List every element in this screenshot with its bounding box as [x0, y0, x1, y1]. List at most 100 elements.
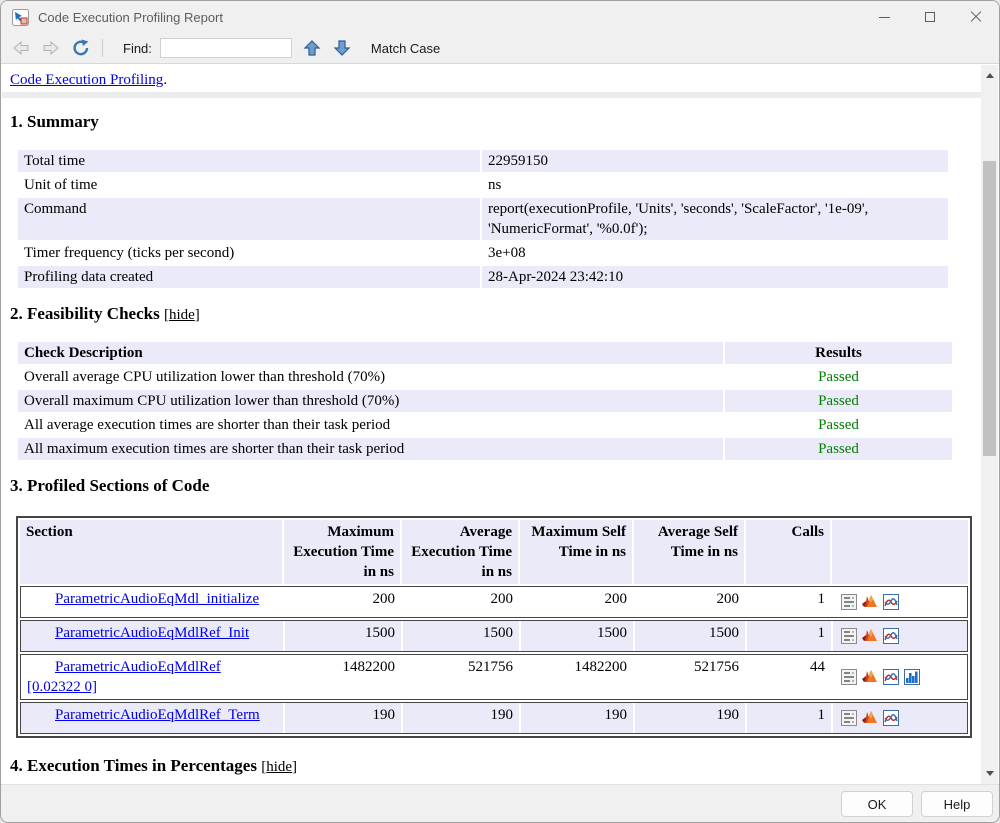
scroll-down-button[interactable] [981, 765, 998, 782]
plot-icon[interactable] [883, 628, 899, 644]
minimize-icon [878, 16, 890, 18]
plot-icon[interactable] [883, 710, 899, 726]
match-case-toggle[interactable]: Match Case [370, 40, 441, 56]
table-row: Total time 22959150 [18, 150, 948, 172]
table-row: Command report(executionProfile, 'Units'… [18, 198, 948, 240]
summary-label: Command [18, 198, 480, 240]
max-self-cell: 1482200 [574, 659, 628, 675]
find-previous-icon[interactable] [302, 39, 322, 57]
profiled-row: ParametricAudioEqMdlRef [0.02322 0] 1482… [20, 654, 968, 700]
percentages-hide-link[interactable]: hide [266, 759, 293, 775]
feasibility-heading-text: 2. Feasibility Checks [10, 304, 160, 323]
bracket: [ [261, 759, 267, 775]
avg-self-column-header: Average Self Time in ns [634, 520, 744, 584]
feasibility-hide-link[interactable]: hide [168, 307, 195, 323]
refresh-icon[interactable] [71, 39, 91, 57]
table-row: Unit of time ns [18, 174, 948, 196]
check-description: All average execution times are shorter … [24, 417, 391, 433]
table-row: All average execution times are shorter … [18, 414, 952, 436]
report-document: Code Execution Profiling. 1. Summary Tot… [2, 65, 981, 784]
row-actions [833, 587, 967, 617]
summary-value: report(executionProfile, 'Units', 'secon… [482, 198, 948, 240]
profiled-row: ParametricAudioEqMdlRef_Init 1500 1500 1… [20, 620, 968, 652]
max-self-cell: 200 [604, 591, 628, 607]
avg-exec-cell: 1500 [403, 621, 519, 651]
code-execution-profiling-link[interactable]: Code Execution Profiling [10, 72, 164, 88]
max-exec-cell: 200 [372, 591, 396, 607]
max-exec-cell: 1482200 [342, 659, 396, 675]
dialog-footer: OK Help [1, 784, 999, 822]
row-actions [833, 621, 967, 651]
section-link[interactable]: ParametricAudioEqMdlRef_Term [55, 707, 260, 723]
feasibility-heading: 2. Feasibility Checks [hide] [10, 304, 981, 324]
avg-exec-column-header: Average Execution Time in ns [402, 520, 518, 584]
back-icon[interactable] [11, 39, 31, 57]
summary-value: 3e+08 [488, 245, 526, 261]
report-icon[interactable] [841, 669, 857, 685]
section-cell: ParametricAudioEqMdlRef [0.02322 0] [21, 655, 283, 699]
find-input[interactable] [159, 38, 292, 58]
report-icon[interactable] [841, 594, 857, 610]
bracket: ] [194, 307, 200, 323]
forward-icon[interactable] [41, 39, 61, 57]
ok-button[interactable]: OK [841, 791, 913, 817]
summary-label: Total time [18, 150, 480, 172]
table-row: Timer frequency (ticks per second) 3e+08 [18, 242, 948, 264]
section-cell: ParametricAudioEqMdlRef_Init [21, 621, 283, 651]
matlab-icon[interactable] [862, 594, 878, 610]
close-icon [970, 11, 982, 23]
section-column-header: Section [20, 520, 282, 584]
report-icon[interactable] [841, 628, 857, 644]
simulink-app-icon [12, 8, 29, 26]
matlab-icon[interactable] [862, 669, 878, 685]
close-button[interactable] [953, 1, 999, 33]
check-description: Overall average CPU utilization lower th… [24, 369, 386, 385]
maximize-icon [925, 12, 935, 22]
percentages-hide-wrap: [hide] [261, 759, 297, 775]
matlab-icon[interactable] [862, 710, 878, 726]
section-link[interactable]: ParametricAudioEqMdl_initialize [55, 591, 260, 607]
calls-cell: 1 [747, 621, 831, 651]
scrollbar-thumb[interactable] [983, 161, 996, 456]
profiled-row: ParametricAudioEqMdlRef_Term 190 190 190… [20, 702, 968, 734]
check-result: Passed [725, 390, 952, 412]
maximize-button[interactable] [907, 1, 953, 33]
minimize-button[interactable] [861, 1, 907, 33]
toolbar-separator [102, 39, 103, 57]
section-link[interactable]: ParametricAudioEqMdlRef [0.02322 0] [27, 659, 221, 695]
avg-exec-cell: 521756 [468, 659, 513, 675]
help-button[interactable]: Help [921, 791, 993, 817]
percentages-heading-text: 4. Execution Times in Percentages [10, 756, 257, 775]
summary-table: Total time 22959150 Unit of time ns Comm… [16, 148, 950, 290]
section-link[interactable]: ParametricAudioEqMdlRef_Init [55, 625, 250, 641]
scroll-up-button[interactable] [981, 67, 998, 84]
summary-label: Timer frequency (ticks per second) [24, 245, 235, 261]
histogram-icon[interactable] [904, 669, 920, 685]
calls-cell: 1 [817, 591, 826, 607]
avg-exec-cell: 190 [403, 703, 519, 733]
vertical-scrollbar[interactable] [981, 65, 998, 784]
plot-icon[interactable] [883, 669, 899, 685]
summary-label: Profiling data created [18, 266, 480, 288]
find-next-icon[interactable] [332, 39, 352, 57]
summary-heading: 1. Summary [10, 112, 99, 131]
section-divider [2, 92, 981, 98]
table-header-row: Check Description Results [18, 342, 952, 364]
max-self-column-header: Maximum Self Time in ns [520, 520, 632, 584]
breadcrumb-period: . [163, 72, 168, 88]
title-bar: Code Execution Profiling Report [1, 1, 999, 33]
matlab-icon[interactable] [862, 628, 878, 644]
calls-cell: 1 [747, 703, 831, 733]
profiled-header-row: Section Maximum Execution Time in ns Ave… [20, 520, 968, 584]
profiled-heading: 3. Profiled Sections of Code [10, 476, 210, 495]
report-icon[interactable] [841, 710, 857, 726]
plot-icon[interactable] [883, 594, 899, 610]
check-description: All maximum execution times are shorter … [18, 438, 723, 460]
window-controls [861, 1, 999, 33]
section-cell: ParametricAudioEqMdl_initialize [21, 587, 283, 617]
summary-value: ns [488, 177, 502, 193]
results-header: Results [725, 342, 952, 364]
bracket: [ [163, 307, 169, 323]
avg-self-cell: 200 [716, 591, 740, 607]
check-description: Overall maximum CPU utilization lower th… [18, 390, 723, 412]
